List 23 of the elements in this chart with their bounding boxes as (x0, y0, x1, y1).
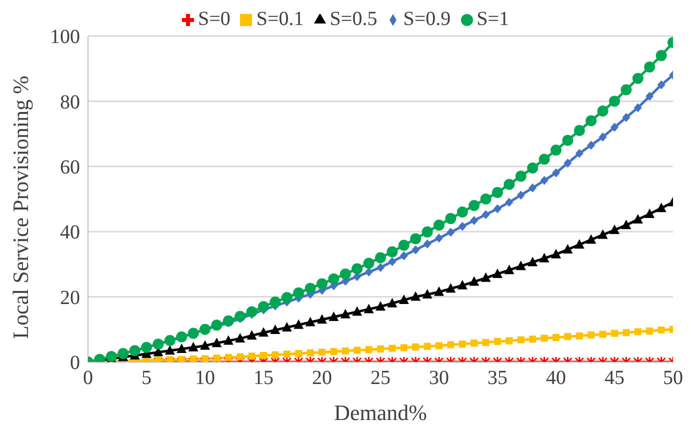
x-axis-title: Demand% (334, 400, 427, 425)
legend-label: S=0 (198, 8, 230, 30)
x-tick-label: 35 (488, 367, 508, 390)
y-tick-label: 20 (60, 286, 80, 309)
x-tick-label: 30 (429, 367, 449, 390)
x-tick-label: 50 (663, 367, 683, 390)
x-tick-label: 40 (546, 367, 566, 390)
y-tick-label: 0 (70, 352, 80, 374)
x-tick-label: 15 (254, 367, 274, 390)
x-tick-label: 5 (142, 367, 152, 390)
legend-label: S=1 (476, 8, 510, 30)
x-tick-label: 25 (370, 367, 390, 390)
x-tick-label: 20 (312, 367, 332, 390)
y-tick-label: 40 (60, 222, 80, 244)
x-tick-label: 45 (604, 367, 624, 390)
x-tick-label: 10 (195, 367, 215, 390)
y-tick-label: 60 (60, 156, 80, 178)
y-axis-title: Local Service Provisioning % (8, 76, 33, 339)
legend-label: S=0.5 (330, 8, 378, 30)
legend-label: S=0.1 (256, 8, 304, 30)
legend-label: S=0.9 (403, 8, 451, 30)
y-tick-label: 100 (50, 26, 80, 48)
y-tick-label: 80 (60, 91, 80, 114)
